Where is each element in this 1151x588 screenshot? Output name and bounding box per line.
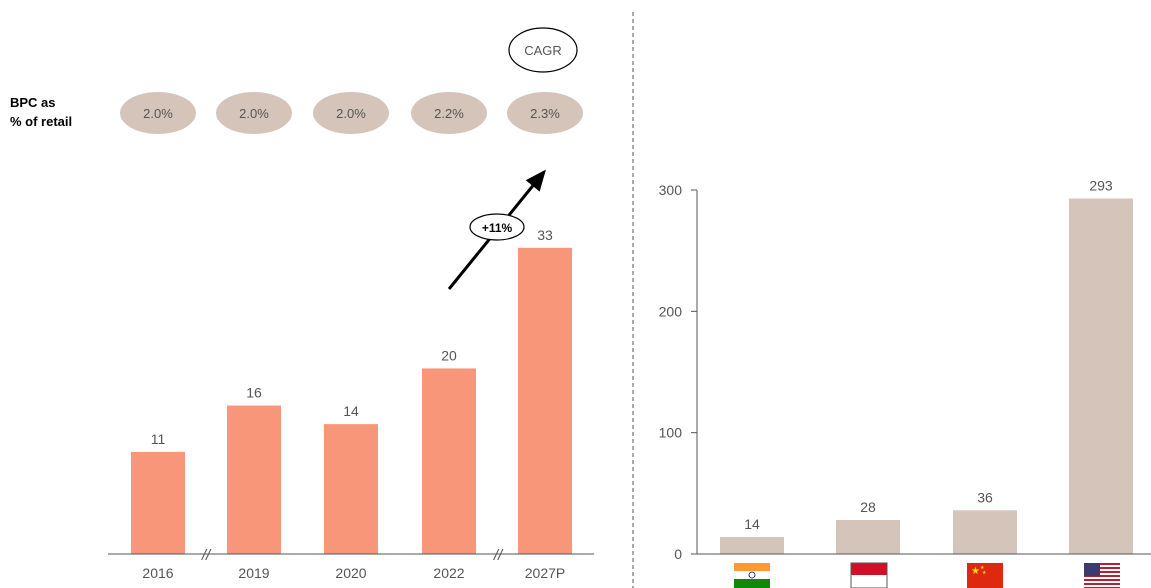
- bar-2020: [324, 424, 378, 554]
- x-tick-label: 2016: [142, 565, 173, 581]
- y-tick-label: 300: [659, 182, 683, 198]
- svg-text:★: ★: [980, 565, 985, 571]
- bar-China: [953, 510, 1017, 554]
- row-label-line1: BPC as: [10, 95, 56, 110]
- retail-share-value: 2.0%: [239, 106, 269, 121]
- retail-share-bubbles: 2.0% 2.0% 2.0% 2.2% 2.3%: [120, 92, 583, 134]
- x-tick-label: 2020: [335, 565, 366, 581]
- x-tick-label: 2019: [238, 565, 269, 581]
- bar-value-label: 28: [860, 499, 876, 515]
- bar-2022: [422, 368, 476, 554]
- bar-value-label: 33: [537, 227, 553, 243]
- retail-share-bubble: [120, 92, 196, 134]
- bar-value-label: 14: [744, 516, 760, 532]
- india-flag-icon: [734, 563, 770, 588]
- y-tick-label: 0: [674, 546, 682, 562]
- retail-share-bubble: [216, 92, 292, 134]
- bar-value-label: 16: [246, 385, 262, 401]
- x-tick-label: 2022: [433, 565, 464, 581]
- retail-share-bubble: [313, 92, 389, 134]
- bar-value-label: 20: [441, 347, 457, 363]
- cagr-value-oval: [469, 213, 525, 241]
- cagr-value: +11%: [482, 221, 513, 235]
- bar-value-label: 293: [1089, 177, 1113, 193]
- bar-value-label: 36: [977, 489, 993, 505]
- indonesia-flag-icon: [850, 562, 888, 588]
- retail-share-bubble: [411, 92, 487, 134]
- bar-India: [720, 537, 784, 554]
- bar-value-label: 14: [343, 403, 359, 419]
- retail-share-value: 2.2%: [434, 106, 464, 121]
- bar-value-label: 11: [151, 431, 166, 447]
- y-tick-label: 100: [659, 425, 683, 441]
- cagr-oval: [508, 27, 578, 73]
- right-bar-chart: 0 100 200 300 14 28 36 293: [659, 177, 1133, 562]
- bar-Indonesia: [836, 520, 900, 554]
- svg-text:★: ★: [982, 570, 987, 576]
- svg-text:★: ★: [971, 566, 980, 577]
- axis-break-2: //: [493, 547, 504, 564]
- retail-share-value: 2.3%: [530, 106, 560, 121]
- retail-share-value: 2.0%: [143, 106, 173, 121]
- usa-flag-icon: [1084, 563, 1120, 588]
- bar-2016: [131, 451, 185, 554]
- bar-2027P: [518, 247, 572, 555]
- china-flag-icon: ★ ★ ★: [967, 563, 1003, 588]
- row-label-line2: % of retail: [10, 114, 72, 129]
- x-tick-label: 2027P: [525, 565, 565, 581]
- bar-USA: [1069, 198, 1133, 554]
- cagr-label: CAGR: [524, 43, 562, 58]
- axis-break-1: //: [201, 547, 212, 564]
- bar-2019: [227, 405, 281, 554]
- retail-share-value: 2.0%: [336, 106, 366, 121]
- retail-share-bubble: [507, 92, 583, 134]
- y-tick-label: 200: [659, 303, 683, 319]
